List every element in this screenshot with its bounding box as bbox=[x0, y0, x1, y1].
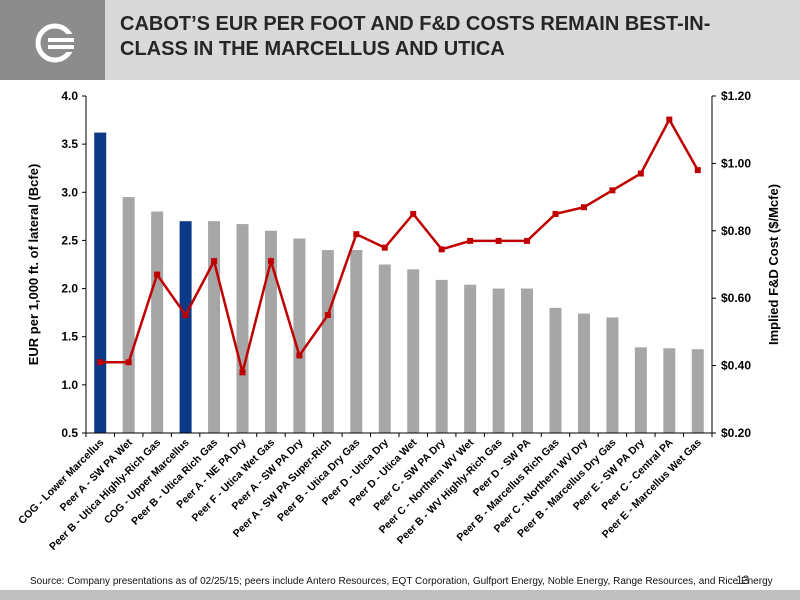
bar-18 bbox=[606, 317, 619, 433]
line-point-14 bbox=[495, 237, 502, 244]
bar-6 bbox=[264, 230, 277, 433]
line-point-5 bbox=[239, 369, 246, 376]
line-point-15 bbox=[524, 237, 531, 244]
line-point-8 bbox=[324, 312, 331, 319]
line-point-7 bbox=[296, 352, 303, 359]
line-point-11 bbox=[410, 210, 417, 217]
bar-13 bbox=[464, 284, 477, 433]
bar-1 bbox=[122, 197, 135, 433]
left-tick-label: 2.5 bbox=[61, 233, 78, 247]
right-tick-label: $1.20 bbox=[721, 89, 751, 103]
bar-11 bbox=[407, 269, 420, 433]
bar-8 bbox=[321, 250, 334, 433]
bar-5 bbox=[236, 224, 249, 433]
right-tick-label: $0.40 bbox=[721, 359, 751, 373]
line-point-21 bbox=[694, 167, 701, 174]
left-tick-label: 4.0 bbox=[61, 89, 78, 103]
right-tick-label: $0.60 bbox=[721, 291, 751, 305]
page-number: 13 bbox=[736, 573, 750, 587]
bar-10 bbox=[378, 264, 391, 433]
axes: 0.5 1.0 1.5 2.0 2.5 3.0 3.5 4.0 $0.20 $0.40 $0.60 $… bbox=[61, 89, 751, 440]
source-note: Source: Company presentations as of 02/2… bbox=[30, 576, 773, 587]
line-series bbox=[97, 116, 701, 376]
left-tick-label: 1.5 bbox=[61, 330, 78, 344]
logo-box bbox=[0, 0, 105, 80]
line-point-19 bbox=[637, 170, 644, 177]
bar-15 bbox=[521, 288, 534, 433]
category-label: Peer B - Utica Highly-Rich Gas bbox=[47, 437, 163, 553]
line-point-10 bbox=[381, 244, 388, 251]
title-line-1: CABOT’S EUR PER FOOT AND F&D COSTS REMAI… bbox=[120, 13, 711, 35]
left-tick-label: 2.0 bbox=[61, 282, 78, 296]
bar-0 bbox=[94, 132, 107, 433]
line-point-20 bbox=[666, 116, 673, 123]
bar-19 bbox=[634, 347, 647, 433]
bar-21 bbox=[691, 349, 704, 433]
right-tick-label: $1.00 bbox=[721, 156, 751, 170]
line-point-18 bbox=[609, 187, 616, 194]
left-tick-label: 1.0 bbox=[61, 378, 78, 392]
line-point-17 bbox=[580, 204, 587, 211]
left-tick-label: 3.0 bbox=[61, 185, 78, 199]
title-line-2: CLASS IN THE MARCELLUS AND UTICA bbox=[120, 38, 505, 60]
line-point-2 bbox=[154, 271, 161, 278]
right-tick-label: $0.80 bbox=[721, 224, 751, 238]
left-tick-label: 0.5 bbox=[61, 426, 78, 440]
bar-4 bbox=[208, 221, 221, 433]
bar-7 bbox=[293, 238, 306, 433]
line-point-1 bbox=[125, 359, 132, 366]
line-point-12 bbox=[438, 246, 445, 253]
bar-20 bbox=[663, 348, 676, 433]
bar-16 bbox=[549, 307, 562, 433]
bar-12 bbox=[435, 279, 448, 433]
fd-cost-line bbox=[100, 116, 699, 373]
bar-series bbox=[94, 132, 704, 433]
page-title: CABOT’S EUR PER FOOT AND F&D COSTS REMAI… bbox=[120, 12, 790, 62]
left-tick-label: 3.5 bbox=[61, 137, 78, 151]
bar-3 bbox=[179, 221, 192, 433]
bar-2 bbox=[151, 211, 164, 433]
bar-17 bbox=[577, 313, 590, 433]
line-point-0 bbox=[97, 359, 104, 366]
bar-9 bbox=[350, 250, 363, 433]
line-point-16 bbox=[552, 210, 559, 217]
cabot-logo-icon bbox=[35, 23, 77, 63]
right-tick-label: $0.20 bbox=[721, 426, 751, 440]
right-axis-title: Implied F&D Cost ($/Mcfe) bbox=[766, 184, 781, 345]
line-point-13 bbox=[467, 237, 474, 244]
bar-14 bbox=[492, 288, 505, 433]
combo-chart: 0.5 1.0 1.5 2.0 2.5 3.0 3.5 4.0 $0.20 $0.40 $0.60 $… bbox=[16, 89, 781, 553]
left-axis-title: EUR per 1,000 ft. of lateral (Bcfe) bbox=[26, 164, 41, 366]
bottom-strip bbox=[0, 590, 800, 600]
line-point-4 bbox=[211, 258, 218, 265]
header-bar: CABOT’S EUR PER FOOT AND F&D COSTS REMAI… bbox=[0, 0, 800, 80]
line-point-3 bbox=[182, 312, 189, 319]
line-point-9 bbox=[353, 231, 360, 238]
line-point-6 bbox=[267, 258, 274, 265]
